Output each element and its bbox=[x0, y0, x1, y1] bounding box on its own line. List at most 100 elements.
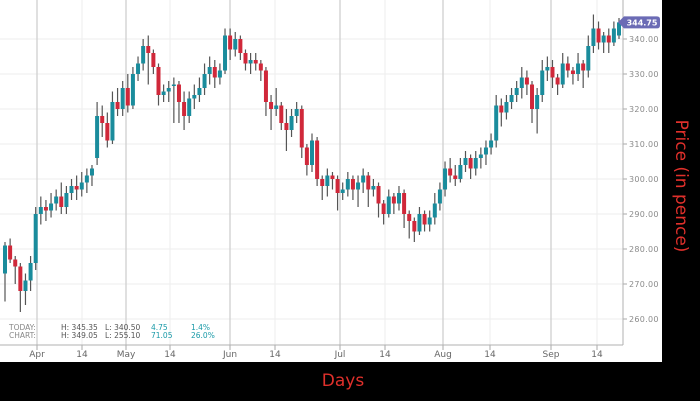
candle-up bbox=[274, 105, 279, 109]
candle-up bbox=[207, 67, 212, 74]
candle-up bbox=[3, 245, 7, 274]
candle-down bbox=[176, 84, 181, 102]
candle-up bbox=[294, 109, 299, 116]
candle-down bbox=[606, 35, 611, 43]
candle-up bbox=[591, 28, 596, 46]
chart-label: CHART: bbox=[9, 331, 36, 340]
candle-down bbox=[448, 168, 453, 176]
candle-up bbox=[356, 182, 361, 190]
candle-up bbox=[64, 193, 69, 207]
candle-up bbox=[478, 154, 483, 158]
candle-up bbox=[396, 193, 401, 204]
candle-down bbox=[412, 221, 417, 232]
today-low: L: 340.50 bbox=[105, 323, 141, 332]
candle-down bbox=[243, 53, 248, 64]
candle-down bbox=[304, 147, 309, 165]
x-tick-label: Sep bbox=[543, 350, 560, 360]
x-tick-label: Aug bbox=[434, 350, 452, 360]
candle-up bbox=[171, 84, 176, 86]
candle-down bbox=[596, 28, 601, 43]
candle-up bbox=[489, 140, 494, 148]
candle-up bbox=[458, 165, 463, 179]
candle-down bbox=[550, 67, 555, 78]
candle-down bbox=[59, 196, 64, 207]
candle-down bbox=[228, 35, 233, 50]
candle-down bbox=[350, 179, 355, 190]
candle-up bbox=[576, 63, 581, 74]
y-tick-label: 310.00 bbox=[629, 140, 659, 149]
candle-up bbox=[586, 46, 591, 71]
x-axis-title: Days bbox=[321, 371, 365, 391]
candle-down bbox=[565, 63, 570, 71]
candle-down bbox=[453, 175, 458, 179]
chart-high: H: 349.05 bbox=[61, 331, 98, 340]
last-price-badge bbox=[618, 16, 660, 29]
candle-up bbox=[187, 98, 192, 116]
chart-row: CHART: H: 349.05 L: 255.10 71.05 26.0% bbox=[9, 332, 215, 340]
x-tick-label: 14 bbox=[269, 350, 281, 360]
chart-low: L: 255.10 bbox=[105, 331, 141, 340]
candle-up bbox=[84, 175, 89, 183]
candle-up bbox=[69, 186, 74, 193]
candle-down bbox=[284, 123, 289, 130]
candle-up bbox=[504, 102, 509, 113]
candle-up bbox=[33, 214, 38, 263]
candle-down bbox=[253, 60, 258, 64]
x-tick-label: 14 bbox=[76, 350, 88, 360]
chart-change: 71.05 bbox=[151, 331, 173, 340]
x-tick-label: 14 bbox=[591, 350, 603, 360]
candle-up bbox=[345, 179, 350, 190]
candle-up bbox=[427, 217, 432, 225]
candle-up bbox=[325, 175, 330, 186]
candle-down bbox=[581, 63, 586, 71]
candle-up bbox=[494, 105, 499, 141]
candle-down bbox=[18, 266, 23, 291]
candle-up bbox=[197, 88, 202, 95]
today-row: TODAY: H: 345.35 L: 340.50 4.75 1.4% bbox=[9, 324, 215, 332]
today-label: TODAY: bbox=[9, 323, 36, 332]
candle-down bbox=[570, 70, 575, 74]
candle-up bbox=[540, 70, 545, 95]
y-tick-label: 300.00 bbox=[629, 175, 659, 184]
y-axis-title: Price (in pence) bbox=[671, 119, 691, 253]
candle-up bbox=[509, 95, 514, 102]
candle-up bbox=[560, 63, 565, 85]
x-tick-label: May bbox=[117, 350, 136, 360]
candle-up bbox=[54, 196, 59, 204]
candle-down bbox=[499, 105, 504, 113]
candle-down bbox=[320, 179, 325, 186]
candle-down bbox=[407, 214, 412, 221]
candle-up bbox=[361, 175, 366, 183]
candle-down bbox=[468, 158, 473, 169]
candle-up bbox=[443, 168, 448, 190]
candle-down bbox=[422, 214, 427, 225]
candle-up bbox=[95, 116, 100, 158]
candle-down bbox=[156, 67, 161, 95]
candle-down bbox=[8, 245, 13, 260]
candle-down bbox=[74, 186, 79, 190]
candle-up bbox=[192, 95, 197, 99]
candle-down bbox=[402, 193, 407, 214]
candle-down bbox=[381, 203, 386, 214]
candle-down bbox=[335, 179, 340, 193]
x-tick-label: Jun bbox=[222, 350, 237, 360]
candle-up bbox=[519, 77, 524, 88]
candle-up bbox=[166, 88, 171, 92]
candle-up bbox=[617, 22, 621, 36]
candle-down bbox=[299, 109, 304, 148]
candle-down bbox=[151, 53, 156, 67]
candle-up bbox=[217, 70, 222, 78]
candle-up bbox=[310, 140, 314, 165]
candle-down bbox=[555, 77, 560, 85]
candle-down bbox=[43, 207, 48, 211]
candle-up bbox=[202, 74, 207, 88]
candle-down bbox=[212, 67, 217, 78]
candle-up bbox=[432, 203, 437, 218]
candle-up bbox=[233, 39, 238, 50]
y-tick-label: 270.00 bbox=[629, 280, 659, 289]
candle-up bbox=[386, 196, 391, 214]
candle-down bbox=[100, 116, 105, 123]
candle-up bbox=[136, 63, 141, 74]
candle-down bbox=[524, 77, 529, 85]
candle-up bbox=[120, 88, 125, 109]
